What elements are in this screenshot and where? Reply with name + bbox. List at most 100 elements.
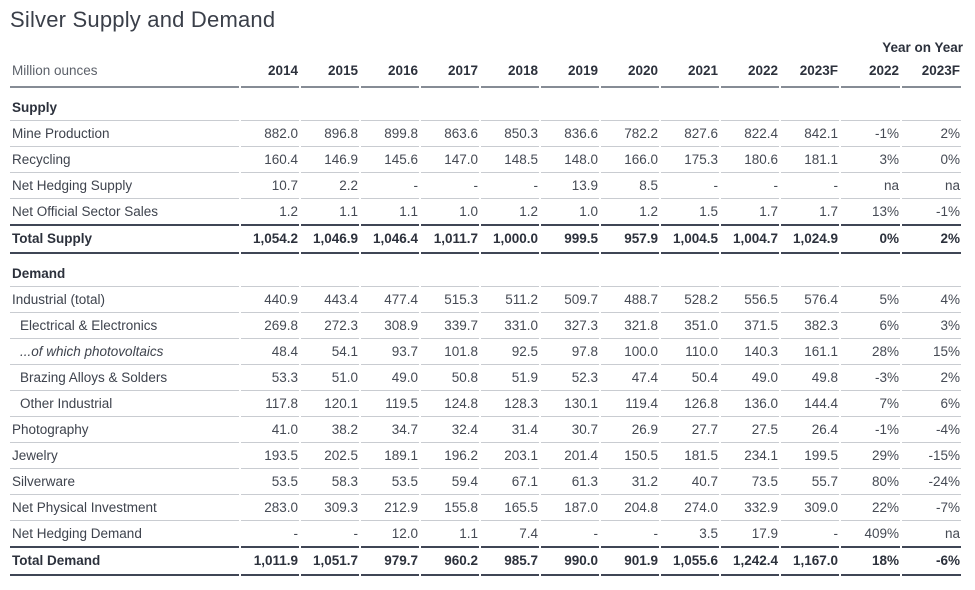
cell-value: 515.3 bbox=[421, 287, 479, 313]
cell-value: 148.5 bbox=[481, 147, 539, 173]
cell-value: 49.8 bbox=[781, 365, 839, 391]
cell-value: 1.0 bbox=[459, 204, 478, 219]
yoy-value: -4% bbox=[902, 417, 961, 443]
cell-value: 119.5 bbox=[361, 391, 419, 417]
yoy-value: -24% bbox=[902, 469, 961, 495]
cell-value: 332.9 bbox=[721, 495, 779, 521]
cell-value: 53.3 bbox=[241, 365, 299, 391]
cell-value: 212.9 bbox=[361, 495, 419, 521]
cell-value: 34.7 bbox=[361, 417, 419, 443]
cell-value: 957.9 bbox=[601, 224, 659, 254]
cell-value: 203.1 bbox=[481, 443, 539, 469]
row-label: Industrial (total) bbox=[10, 287, 239, 313]
section-heading-fill bbox=[601, 254, 659, 287]
yoy-value: 18% bbox=[841, 546, 900, 576]
cell-value: 31.2 bbox=[601, 469, 659, 495]
table-row: Mine Production 882.0 896.8 899.8 863.6 850.3… bbox=[10, 121, 961, 147]
cell-value: - bbox=[353, 526, 359, 541]
column-header-yoy: 2023F bbox=[902, 56, 961, 88]
cell-value: 327.3 bbox=[541, 313, 599, 339]
cell-value: 38.2 bbox=[301, 417, 359, 443]
section-heading: Demand bbox=[10, 254, 239, 287]
cell-value: 155.8 bbox=[421, 495, 479, 521]
cell-value: 181.1 bbox=[781, 147, 839, 173]
cell-value: 899.8 bbox=[361, 121, 419, 147]
cell-value: 117.8 bbox=[241, 391, 299, 417]
yoy-value: 2% bbox=[902, 224, 961, 254]
cell-value: 309.3 bbox=[301, 495, 359, 521]
report-page: Silver Supply and Demand Year on Year Mi… bbox=[10, 7, 963, 576]
table-row: Silverware 53.5 58.3 53.5 59.4 67.1 61.3 31.2 40… bbox=[10, 469, 961, 495]
cell-value: 440.9 bbox=[241, 287, 299, 313]
cell-value: 161.1 bbox=[781, 339, 839, 365]
cell-value: 199.5 bbox=[781, 443, 839, 469]
cell-value: 93.7 bbox=[361, 339, 419, 365]
section-heading-fill bbox=[361, 88, 419, 121]
cell-value: 7.4 bbox=[519, 526, 538, 541]
column-header-year: 2021 bbox=[661, 56, 719, 88]
yoy-value: 0% bbox=[902, 147, 961, 173]
row-label: Silverware bbox=[10, 469, 239, 495]
cell-value: 148.0 bbox=[541, 147, 599, 173]
cell-value: 990.0 bbox=[541, 546, 599, 576]
cell-value: 59.4 bbox=[421, 469, 479, 495]
row-label: Net Hedging Supply bbox=[10, 173, 239, 199]
cell-value: 382.3 bbox=[781, 313, 839, 339]
cell-value: 120.1 bbox=[301, 391, 359, 417]
section-heading-fill bbox=[481, 254, 539, 287]
yoy-value: 6% bbox=[902, 391, 961, 417]
cell-value: 8.5 bbox=[601, 173, 659, 199]
row-label: Net Hedging Demand bbox=[12, 526, 142, 541]
cell-value: 136.0 bbox=[721, 391, 779, 417]
cell-value: 54.1 bbox=[301, 339, 359, 365]
yoy-value: -15% bbox=[902, 443, 961, 469]
cell-value: 882.0 bbox=[241, 121, 299, 147]
row-label: Photography bbox=[10, 417, 239, 443]
yoy-value: -6% bbox=[902, 546, 961, 576]
table-row: Industrial (total) 440.9 443.4 477.4 515.3 51… bbox=[10, 287, 961, 313]
cell-value: 576.4 bbox=[781, 287, 839, 313]
cell-value: 50.4 bbox=[661, 365, 719, 391]
cell-value: 144.4 bbox=[781, 391, 839, 417]
cell-value: 556.5 bbox=[721, 287, 779, 313]
cell-value: - bbox=[781, 173, 839, 199]
cell-value: 12.0 bbox=[391, 526, 418, 541]
cell-value: 50.8 bbox=[421, 365, 479, 391]
column-header-yoy: 2022 bbox=[841, 56, 900, 88]
yoy-value: 13% bbox=[871, 204, 899, 219]
cell-value: 1.2 bbox=[519, 204, 538, 219]
column-header-year: 2015 bbox=[301, 56, 359, 88]
cell-value: 1,004.5 bbox=[661, 224, 719, 254]
cell-value: 17.9 bbox=[751, 526, 778, 541]
cell-value: - bbox=[721, 173, 779, 199]
cell-value: 53.5 bbox=[241, 469, 299, 495]
cell-value: 782.2 bbox=[601, 121, 659, 147]
cell-value: 124.8 bbox=[421, 391, 479, 417]
cell-value: 896.8 bbox=[301, 121, 359, 147]
yoy-value: 4% bbox=[902, 287, 961, 313]
table-row: Other Industrial 117.8 120.1 119.5 124.8 128.… bbox=[10, 391, 961, 417]
cell-value: 67.1 bbox=[481, 469, 539, 495]
table-row: Recycling 160.4 146.9 145.6 147.0 148.5 148.0 1… bbox=[10, 147, 961, 173]
section-heading-fill bbox=[902, 254, 961, 287]
row-label: Net Official Sector Sales bbox=[12, 204, 159, 219]
cell-value: - bbox=[293, 526, 299, 541]
yoy-value: 28% bbox=[841, 339, 900, 365]
table-body: Supply Mine Production 882.0 896.8 899.8 863.… bbox=[10, 88, 961, 576]
table-row: Electrical & Electronics 269.8 272.3 308.9 3… bbox=[10, 313, 961, 339]
cell-value: 308.9 bbox=[361, 313, 419, 339]
cell-value: 10.7 bbox=[241, 173, 299, 199]
section-heading-fill bbox=[421, 88, 479, 121]
cell-value: 160.4 bbox=[241, 147, 299, 173]
cell-value: 119.4 bbox=[601, 391, 659, 417]
column-header-year: 2018 bbox=[481, 56, 539, 88]
section-heading-fill bbox=[541, 88, 599, 121]
cell-value: - bbox=[481, 173, 539, 199]
section-heading-fill bbox=[301, 254, 359, 287]
cell-value: 73.5 bbox=[721, 469, 779, 495]
cell-value: - bbox=[361, 173, 419, 199]
cell-value: 1.7 bbox=[759, 204, 778, 219]
table-row: Brazing Alloys & Solders 53.3 51.0 49.0 50.8… bbox=[10, 365, 961, 391]
table-row: Net Official Sector Sales 1.2 1.1 1.1 1.0 1.2… bbox=[10, 199, 961, 224]
cell-value: 1.2 bbox=[279, 204, 298, 219]
